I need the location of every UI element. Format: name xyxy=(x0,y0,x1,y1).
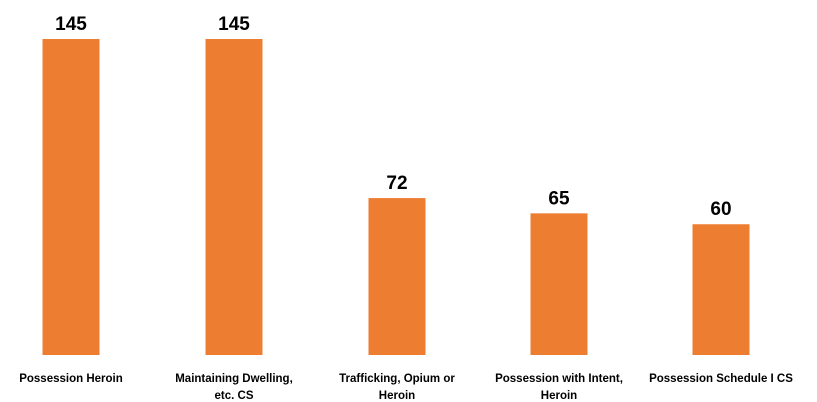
data-label-2: 145 xyxy=(218,14,250,35)
bar-5 xyxy=(692,224,750,355)
bar-1 xyxy=(42,39,100,355)
data-label-5: 60 xyxy=(710,199,731,220)
data-label-1: 145 xyxy=(55,14,87,35)
data-labels: 145 145 72 65 60 xyxy=(55,14,731,220)
category-label-5: Possession Schedule I CS xyxy=(649,373,793,385)
category-axis-labels: Possession Heroin Maintaining Dwelling, et… xyxy=(19,373,793,402)
category-label-3: Trafficking, Opium or Heroin xyxy=(339,373,455,402)
bar-2 xyxy=(205,39,263,355)
bar-3 xyxy=(368,198,426,355)
data-label-3: 72 xyxy=(386,173,407,194)
bar-series xyxy=(42,39,750,355)
category-label-1: Possession Heroin xyxy=(19,373,123,385)
bar-4 xyxy=(530,213,588,355)
data-label-4: 65 xyxy=(548,188,570,209)
category-label-2: Maintaining Dwelling, etc. CS xyxy=(175,373,293,402)
category-label-4: Possession with Intent, Heroin xyxy=(495,373,623,402)
